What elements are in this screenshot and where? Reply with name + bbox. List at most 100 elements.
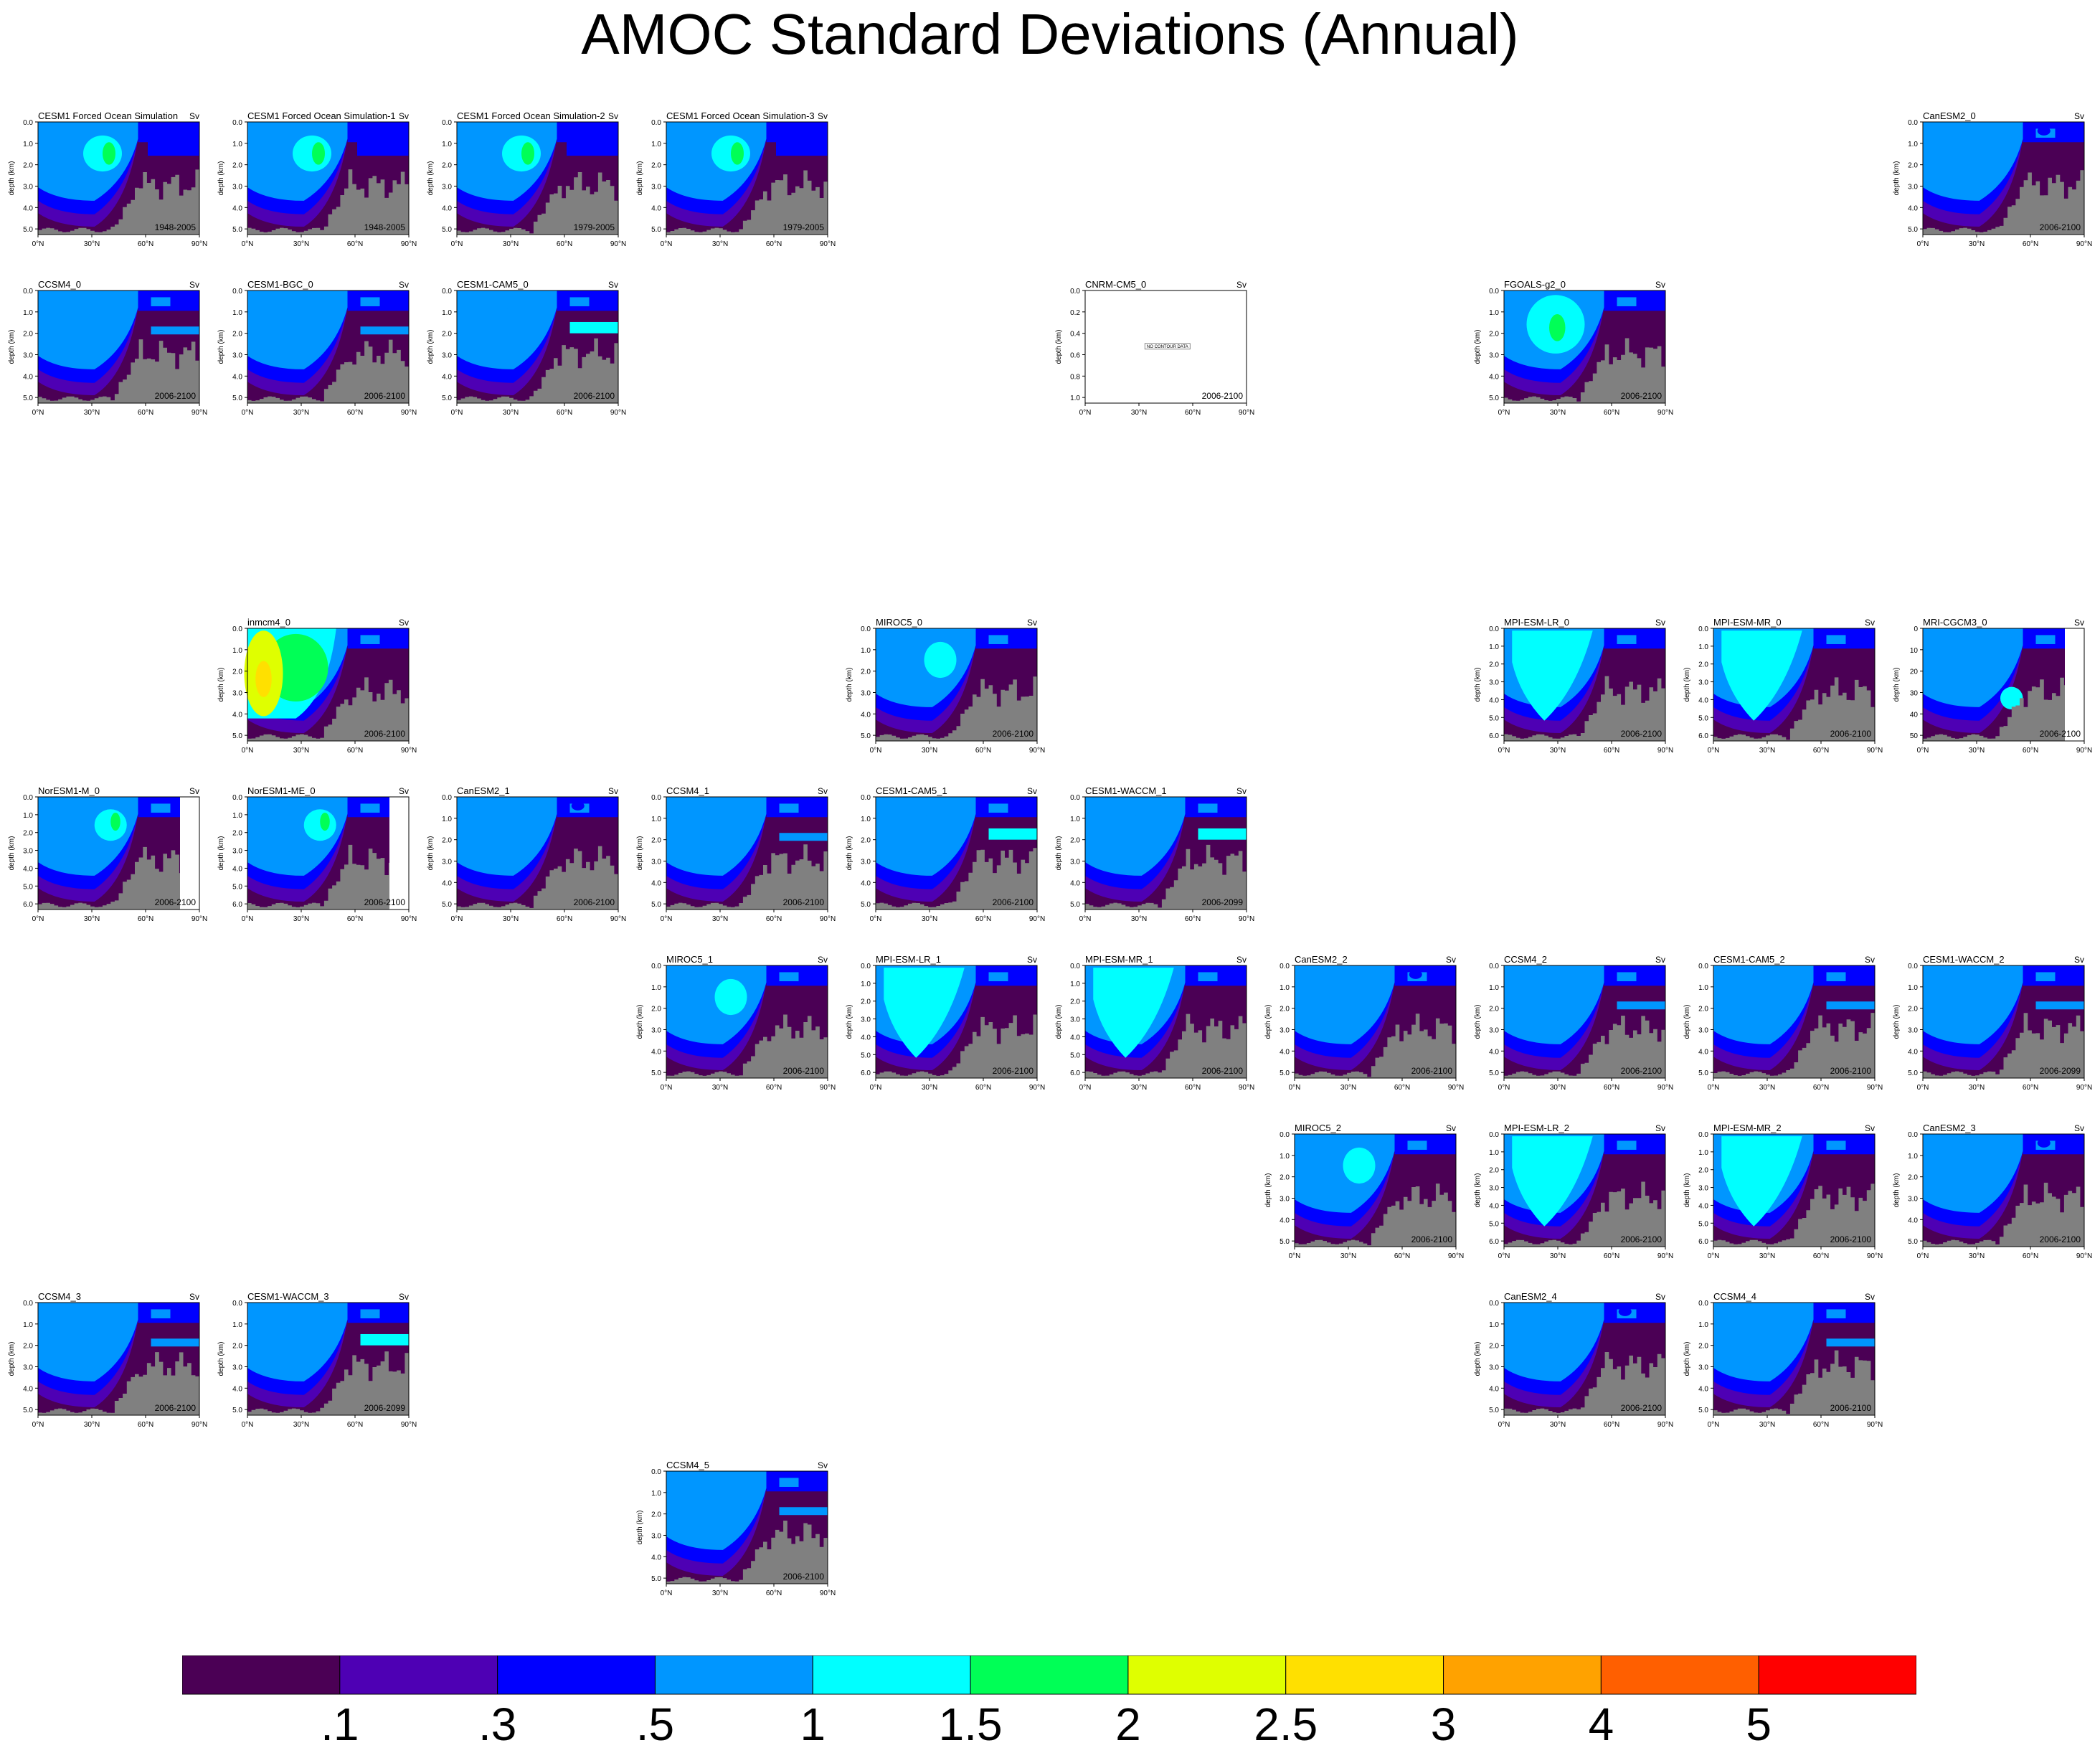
x-tick-label: 30°N <box>1969 1252 1985 1260</box>
panel-title: MPI-ESM-MR_2 <box>1713 1123 1782 1133</box>
y-tick-label: 0.0 <box>1489 288 1499 296</box>
colorbar-label: .3 <box>478 1699 516 1746</box>
x-tick-label: 30°N <box>293 747 309 755</box>
panel-units: Sv <box>1655 1292 1665 1302</box>
x-tick-label: 90°N <box>1029 1084 1045 1092</box>
y-tick-label: 0.8 <box>1070 373 1080 381</box>
plot-area: MIROC5_0 Sv 2006-2100 0.0 1.0 2.0 3.0 4.0 5.0 dep… <box>846 617 1045 755</box>
contour-band-3 <box>38 290 138 369</box>
contour-panel: MPI-ESM-LR_0 Sv 2006-2100 0.0 1.0 2.0 3.0 4.0 5.… <box>1472 617 1673 775</box>
contour-panel: CESM1-WACCM_3 Sv 2006-2099 0.0 1.0 2.0 3.0 4.0 5… <box>215 1291 417 1450</box>
x-tick-label: 0°N <box>32 240 44 248</box>
contours <box>1295 1134 1456 1247</box>
y-tick-label: 5.0 <box>861 901 871 909</box>
y-tick-label: 0.0 <box>1698 963 1708 970</box>
contour-cyan <box>2000 686 2023 710</box>
contours <box>666 122 828 235</box>
y-tick-label: 2.0 <box>232 162 242 170</box>
y-tick-label: 1.0 <box>1489 309 1499 317</box>
land-mask <box>1923 1013 2084 1078</box>
y-tick-label: 3.0 <box>1908 1026 1918 1034</box>
plot-area: MRI-CGCM3_0 Sv 2006-2100 0 10 20 30 40 50 depth (… <box>1893 617 2092 755</box>
y-tick-label: 5.0 <box>442 901 452 909</box>
land-mask <box>457 338 618 403</box>
y-tick-label: 3.0 <box>442 858 452 866</box>
y-tick-label: 3.0 <box>651 858 661 866</box>
colorbar-swatch <box>497 1655 656 1695</box>
y-tick-label: 1.0 <box>1489 1321 1499 1329</box>
y-axis-label: depth (km) <box>636 836 644 871</box>
contour-panel: CanESM2_1 Sv 2006-2100 0.0 1.0 2.0 3.0 4.0 5.0 de… <box>425 785 626 944</box>
y-tick-label: 0.0 <box>1280 963 1290 970</box>
land-mask <box>876 676 1037 741</box>
x-tick-label: 90°N <box>1867 1084 1883 1092</box>
y-tick-label: 6.0 <box>23 901 33 909</box>
x-tick-label: 90°N <box>1657 1084 1673 1092</box>
y-tick-label: 5.0 <box>1908 1069 1918 1077</box>
y-tick-label: 5.0 <box>651 226 661 234</box>
panel-svg: NorESM1-M_0 Sv 2006-2100 0.0 1.0 2.0 3.0 4.0 5.0… <box>8 785 207 923</box>
land-mask <box>1504 676 1665 741</box>
contour-north-jet <box>2035 1001 2084 1010</box>
contour-band-north-inner <box>1617 635 1637 644</box>
x-tick-label: 0°N <box>1289 1252 1301 1260</box>
plot-area: CESM1 Forced Ocean Simulation-2 Sv 1979-20… <box>427 110 626 248</box>
y-axis-label: depth (km) <box>217 1342 225 1376</box>
y-tick-label: 3.0 <box>232 351 242 359</box>
contour-north-jet <box>988 828 1037 840</box>
plot-area: CCSM4_3 Sv 2006-2100 0.0 1.0 2.0 3.0 4.0 5.0 dept… <box>8 1291 207 1429</box>
x-tick-label: 30°N <box>922 747 937 755</box>
years-label: 2006-2100 <box>155 391 197 401</box>
x-tick-label: 90°N <box>1239 409 1254 417</box>
y-axis-label: depth (km) <box>1055 330 1063 364</box>
y-axis-label: depth (km) <box>1264 1005 1272 1039</box>
x-tick-label: 60°N <box>138 1421 153 1429</box>
y-axis-label: depth (km) <box>1893 161 1901 196</box>
panel-units: Sv <box>1027 955 1037 965</box>
x-tick-label: 60°N <box>2023 1084 2038 1092</box>
x-tick-label: 0°N <box>1708 1421 1720 1429</box>
years-label: 2006-2100 <box>1830 1234 1872 1244</box>
x-tick-label: 60°N <box>347 747 363 755</box>
y-tick-label: 1.0 <box>651 141 661 148</box>
x-tick-label: 0°N <box>1498 409 1510 417</box>
contour-panel: CESM1 Forced Ocean Simulation-1 Sv 1948-20… <box>215 110 417 269</box>
y-tick-label: 0.0 <box>651 1468 661 1476</box>
y-tick-label: 0.0 <box>442 119 452 127</box>
plot-frame <box>666 965 828 1079</box>
panel-title: CESM1-WACCM_2 <box>1923 954 2005 965</box>
x-tick-label: 30°N <box>1969 240 1985 248</box>
colorbar-label: 3 <box>1431 1699 1457 1746</box>
land-mask <box>38 1352 199 1415</box>
x-tick-label: 60°N <box>1185 409 1201 417</box>
x-tick-label: 30°N <box>922 915 937 923</box>
contour-north-jet <box>569 321 618 334</box>
y-tick-label: 5.0 <box>232 395 242 402</box>
panel-units: Sv <box>1865 618 1875 628</box>
y-tick-label: 4.0 <box>1070 879 1080 887</box>
panel-title: NorESM1-ME_0 <box>247 785 316 796</box>
land-mask <box>666 1521 828 1584</box>
y-axis-label: depth (km) <box>1893 668 1901 702</box>
contour-cyan <box>303 809 336 841</box>
contour-band-north-inner <box>1826 1309 1846 1318</box>
plot-area: CanESM2_4 Sv 2006-2100 0.0 1.0 2.0 3.0 4.0 5.0 de… <box>1474 1291 1673 1429</box>
panel-title: CNRM-CM5_0 <box>1085 279 1146 290</box>
x-tick-label: 90°N <box>401 409 417 417</box>
x-tick-label: 30°N <box>503 915 519 923</box>
x-tick-label: 0°N <box>1079 1084 1092 1092</box>
y-tick-label: 0 <box>1914 625 1918 633</box>
land-mask <box>1923 1182 2084 1247</box>
contours <box>1085 797 1247 910</box>
y-tick-label: 2.0 <box>1280 1006 1290 1014</box>
y-tick-label: 3.0 <box>442 183 452 191</box>
years-label: 2006-2100 <box>783 897 825 907</box>
land-mask <box>1504 1352 1665 1415</box>
contour-band-3 <box>1504 965 1604 1044</box>
panel-svg: CCSM4_3 Sv 2006-2100 0.0 1.0 2.0 3.0 4.0 5.0 dept… <box>8 1291 207 1429</box>
y-tick-label: 2.0 <box>232 830 242 838</box>
y-tick-label: 1.0 <box>23 812 33 820</box>
contour-panel: CESM1 Forced Ocean Simulation Sv 1948-2005… <box>6 110 207 269</box>
plot-area: CESM1-WACCM_1 Sv 2006-2099 0.0 1.0 2.0 3.0 4.0 5… <box>1055 785 1254 923</box>
years-label: 2006-2100 <box>1830 1403 1872 1413</box>
